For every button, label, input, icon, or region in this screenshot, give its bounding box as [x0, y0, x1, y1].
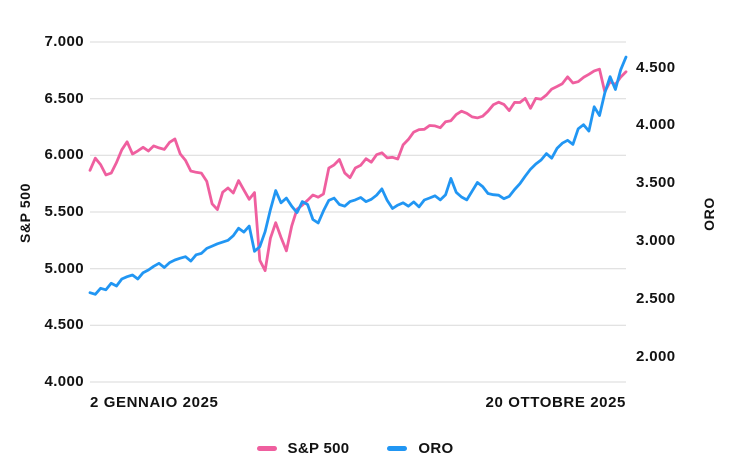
- right-axis-title: ORO: [701, 197, 717, 231]
- left-axis-tick: 6.500: [44, 89, 84, 107]
- left-axis-tick: 7.000: [44, 33, 84, 51]
- legend-item-sp500: S&P 500: [256, 440, 350, 457]
- left-axis-tick: 4.500: [44, 316, 84, 334]
- x-axis-start-label: 2 GENNAIO 2025: [90, 394, 219, 411]
- legend: S&P 500 ORO: [0, 440, 723, 457]
- x-axis-end-label: 20 OTTOBRE 2025: [485, 394, 626, 411]
- oro-line: [88, 55, 628, 296]
- right-axis-tick: 2.000: [636, 347, 676, 365]
- legend-item-oro: ORO: [387, 440, 453, 457]
- left-axis-tick: 4.000: [44, 373, 84, 391]
- left-axis-tick: 5.500: [44, 203, 84, 221]
- right-axis-tick: 2.500: [636, 289, 676, 307]
- right-axis-tick: 4.000: [636, 116, 676, 134]
- left-axis-tick: 6.000: [44, 146, 84, 164]
- right-axis-tick: 3.000: [636, 232, 676, 250]
- oro-legend-label: ORO: [418, 440, 454, 457]
- left-axis-title: S&P 500: [17, 183, 33, 243]
- oro-legend-swatch: [387, 446, 408, 451]
- left-axis-tick: 5.000: [44, 259, 84, 277]
- sp500-legend-label: S&P 500: [287, 440, 350, 457]
- sp500-line: [88, 67, 628, 273]
- right-axis-tick: 4.500: [636, 58, 676, 76]
- right-axis-tick: 3.500: [636, 174, 676, 192]
- sp500-legend-swatch: [256, 446, 277, 451]
